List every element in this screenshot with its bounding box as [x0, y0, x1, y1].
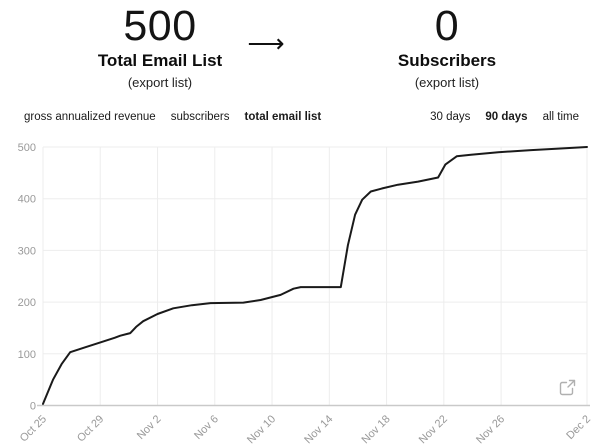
- svg-text:Nov 2: Nov 2: [135, 413, 164, 442]
- total-email-list-label: Total Email List: [97, 51, 223, 70]
- range-tab-group: 30 days 90 days all time: [430, 111, 579, 123]
- svg-text:Nov 14: Nov 14: [302, 413, 335, 444]
- svg-text:300: 300: [18, 245, 36, 257]
- tab-subscribers[interactable]: subscribers: [170, 111, 230, 123]
- open-in-new-window-icon: [559, 379, 575, 395]
- svg-text:Nov 10: Nov 10: [245, 413, 278, 444]
- tab-total-email-list[interactable]: total email list: [244, 111, 322, 123]
- right-arrow-icon: ⟶: [247, 28, 285, 58]
- email-list-growth-chart: 0 100 200 300 400 500 Oct 25 Oct 29 Nov 2 Nov 6 No…: [0, 135, 600, 444]
- subscribers-label: Subscribers: [397, 51, 497, 70]
- svg-text:Nov 26: Nov 26: [474, 413, 507, 444]
- svg-text:Oct 25: Oct 25: [18, 413, 49, 444]
- svg-text:Nov 18: Nov 18: [360, 413, 393, 444]
- svg-text:500: 500: [18, 142, 36, 154]
- metric-tab-group: gross annualized revenue subscribers tot…: [24, 111, 321, 123]
- range-30-days[interactable]: 30 days: [430, 111, 471, 123]
- svg-text:Dec 2: Dec 2: [564, 413, 593, 442]
- svg-text:Nov 22: Nov 22: [417, 413, 450, 444]
- total-email-list-count: 500: [123, 2, 197, 50]
- subscribers-stat: 0 Subscribers (export list): [327, 4, 567, 90]
- export-email-list-link[interactable]: (export list): [127, 75, 193, 90]
- svg-text:Nov 6: Nov 6: [192, 413, 221, 442]
- total-email-list-stat: 500 Total Email List (export list): [40, 4, 280, 90]
- expand-chart-button[interactable]: [555, 375, 579, 399]
- export-subscribers-link[interactable]: (export list): [414, 75, 480, 90]
- svg-text:400: 400: [18, 194, 36, 206]
- line-chart-canvas: 0 100 200 300 400 500 Oct 25 Oct 29 Nov 2 Nov 6 No…: [18, 142, 593, 444]
- range-90-days[interactable]: 90 days: [485, 111, 528, 123]
- svg-text:200: 200: [18, 297, 36, 309]
- svg-text:100: 100: [18, 349, 36, 361]
- svg-text:0: 0: [30, 401, 36, 413]
- tab-gross-annualized-revenue[interactable]: gross annualized revenue: [24, 111, 156, 123]
- svg-text:Oct 29: Oct 29: [75, 413, 106, 444]
- range-all-time[interactable]: all time: [542, 111, 579, 123]
- chart-toolbar: gross annualized revenue subscribers tot…: [0, 111, 600, 123]
- subscribers-count: 0: [434, 2, 460, 50]
